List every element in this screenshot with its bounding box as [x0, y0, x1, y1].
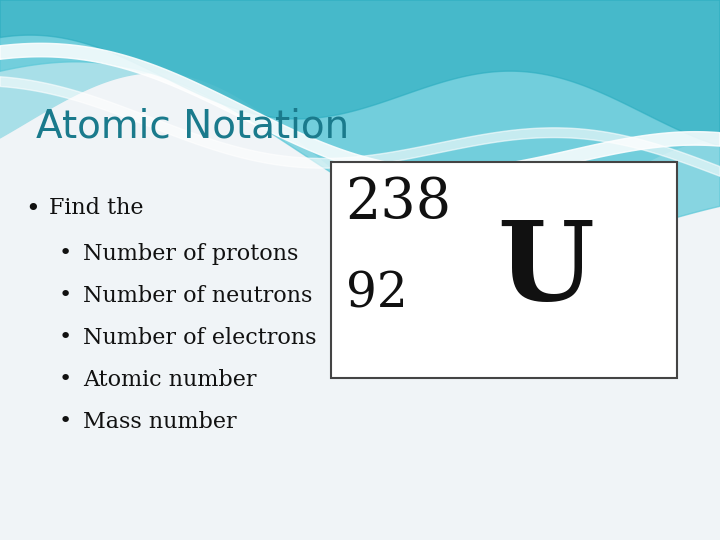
Text: Atomic Notation: Atomic Notation	[36, 108, 349, 146]
Text: Mass number: Mass number	[83, 411, 236, 434]
Text: U: U	[497, 217, 594, 323]
Text: •: •	[59, 243, 72, 263]
Text: Find the: Find the	[49, 197, 143, 219]
Text: •: •	[59, 369, 72, 389]
Text: Number of neutrons: Number of neutrons	[83, 285, 312, 307]
Text: •: •	[59, 285, 72, 305]
Text: Number of protons: Number of protons	[83, 243, 298, 265]
Text: 238: 238	[346, 176, 451, 230]
Bar	[331, 162, 677, 378]
Text: •: •	[59, 411, 72, 431]
Text: •: •	[59, 327, 72, 347]
Text: Number of electrons: Number of electrons	[83, 327, 316, 349]
Text: Atomic number: Atomic number	[83, 369, 256, 392]
Text: 92: 92	[346, 270, 408, 317]
Text: •: •	[25, 197, 40, 221]
